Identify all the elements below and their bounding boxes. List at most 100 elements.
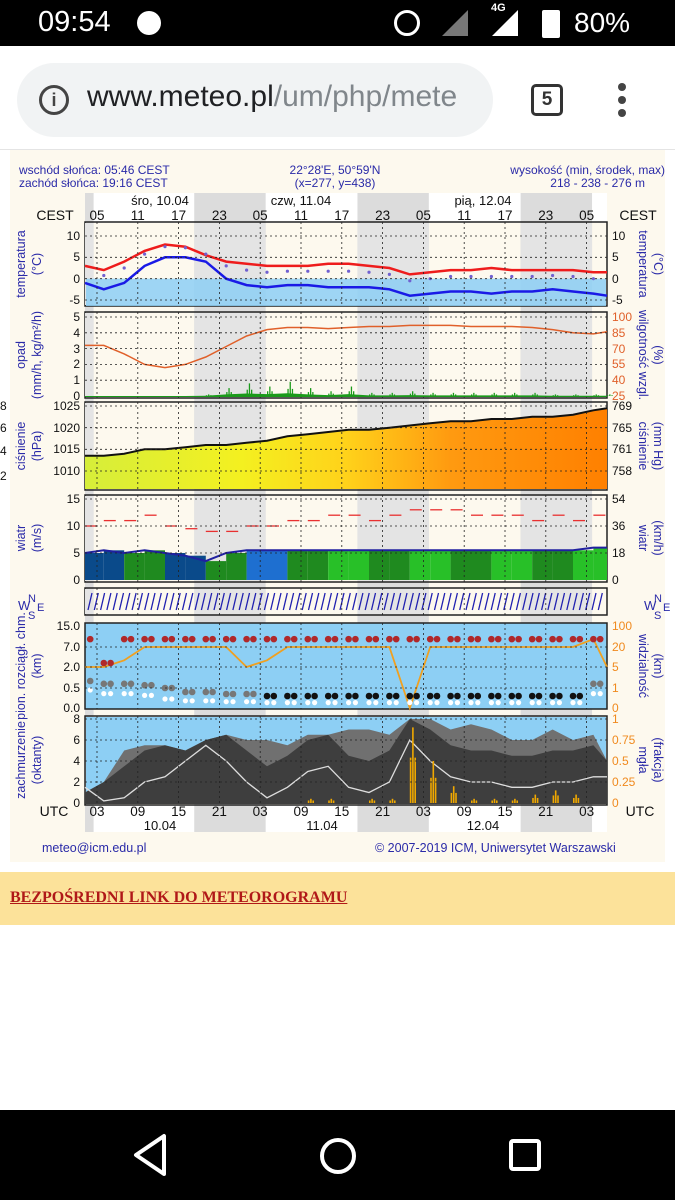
wind-direction-arrow bbox=[377, 592, 383, 611]
hour-label-top: 17 bbox=[171, 208, 186, 223]
hour-label-bottom: 09 bbox=[457, 804, 472, 819]
night-dir bbox=[85, 589, 94, 614]
pressure-line bbox=[85, 407, 608, 457]
wind-direction-arrow bbox=[540, 592, 547, 611]
precip-bar bbox=[495, 394, 498, 396]
cloud-top-dot bbox=[324, 635, 332, 643]
axis-title-wind-r: wiatr bbox=[636, 524, 650, 552]
cloud-top-dot bbox=[86, 635, 94, 643]
temperature-line bbox=[84, 243, 607, 276]
cloud-top-dot bbox=[148, 635, 155, 643]
precip-bar bbox=[289, 381, 291, 396]
cloud-base-dot bbox=[590, 680, 597, 688]
fog-bar bbox=[412, 727, 414, 803]
menu-icon[interactable] bbox=[612, 82, 632, 118]
cloud-top-dot bbox=[556, 635, 563, 643]
cloud-top-dot bbox=[467, 635, 475, 643]
cloud-base-dot bbox=[447, 692, 454, 700]
cloud-lowest-dot bbox=[148, 692, 154, 699]
wind-direction-arrow bbox=[414, 592, 421, 611]
tick-left-precip: 4 bbox=[73, 326, 80, 340]
cloud-top-dot bbox=[290, 635, 298, 643]
elevation: 218 - 238 - 276 m bbox=[550, 176, 645, 190]
temp-dot bbox=[245, 268, 249, 272]
compass-s: S bbox=[28, 610, 35, 622]
address-bar[interactable]: i www.meteo.pl/um/php/mete bbox=[17, 63, 493, 137]
wind-direction-arrow bbox=[288, 592, 295, 611]
cloud-top-dot bbox=[596, 635, 604, 643]
precip-bar bbox=[432, 392, 434, 396]
hour-label-bottom: 15 bbox=[334, 804, 349, 819]
footer-email[interactable]: meteo@icm.edu.pl bbox=[42, 841, 147, 855]
cloud-top-dot bbox=[447, 635, 454, 643]
fog-bar bbox=[371, 798, 373, 803]
info-icon[interactable]: i bbox=[39, 85, 69, 115]
temp-dot bbox=[387, 272, 391, 276]
precip-bar bbox=[267, 391, 269, 396]
fog-bar bbox=[328, 800, 330, 803]
cloud-base-dot bbox=[263, 692, 271, 700]
wind-direction-arrow bbox=[175, 592, 181, 611]
url-text[interactable]: www.meteo.pl/um/php/mete bbox=[87, 80, 487, 114]
night-pressure bbox=[85, 403, 94, 489]
tick-left-wind: 0 bbox=[73, 573, 80, 587]
temp-dot bbox=[143, 252, 147, 256]
tick-left-precip: 3 bbox=[73, 342, 80, 356]
tick-left-temp: 10 bbox=[67, 229, 81, 243]
tick-right-precip: 100 bbox=[612, 310, 632, 324]
precip-bar bbox=[353, 391, 355, 396]
tick-right-precip: 85 bbox=[612, 326, 626, 340]
cloud-top-dot bbox=[535, 635, 543, 643]
wind-direction-arrow bbox=[578, 592, 585, 611]
timezone-bottom-right: UTC bbox=[626, 803, 655, 819]
home-button[interactable] bbox=[318, 1136, 358, 1176]
cloud-base-dot bbox=[454, 692, 461, 700]
cloud-lowest-dot bbox=[108, 691, 114, 697]
wind-direction-arrow bbox=[547, 592, 553, 611]
cloud-lowest-dot bbox=[577, 700, 583, 706]
cloud-lowest-dot bbox=[230, 699, 236, 705]
cloud-lowest-dot bbox=[121, 691, 127, 697]
precip-bar bbox=[609, 394, 611, 396]
temp-dot bbox=[408, 279, 412, 283]
fog-bar bbox=[473, 798, 475, 803]
wind-direction-arrow bbox=[131, 592, 137, 611]
tick-cut: 6 bbox=[0, 421, 7, 435]
fog-bar bbox=[496, 800, 498, 803]
cloud-top-dot bbox=[168, 635, 176, 643]
precip-bar bbox=[312, 392, 314, 396]
fog-bar bbox=[532, 797, 534, 803]
tick-cut: 4 bbox=[0, 444, 7, 458]
cloud-lowest-dot bbox=[516, 700, 522, 706]
wind-fill-segment bbox=[85, 553, 104, 580]
cloud-top-dot bbox=[413, 635, 420, 643]
tab-switcher-button[interactable]: 5 bbox=[531, 84, 563, 116]
wind-direction-arrow bbox=[307, 592, 314, 611]
compass-n: N bbox=[28, 593, 36, 605]
fog-bar bbox=[493, 798, 496, 803]
precip-bar bbox=[291, 388, 294, 396]
cloud-lowest-dot bbox=[352, 700, 358, 706]
fog-bar bbox=[534, 794, 537, 803]
wind-direction-arrow bbox=[452, 592, 459, 611]
hour-label-top: 23 bbox=[538, 208, 553, 223]
tick-cut: 8 bbox=[0, 399, 7, 413]
fog-bar bbox=[575, 794, 577, 803]
cloud-lowest-dot bbox=[189, 698, 195, 704]
cloud-top-dot bbox=[474, 635, 482, 643]
precip-bar bbox=[532, 394, 534, 396]
direct-link[interactable]: BEZPOŚREDNI LINK DO METEOROGRAMU bbox=[10, 889, 348, 906]
hour-label-top: 17 bbox=[497, 208, 512, 223]
day-label-top: śro, 10.04 bbox=[131, 193, 189, 208]
recents-button[interactable] bbox=[508, 1138, 544, 1174]
compass-e: E bbox=[663, 602, 670, 614]
wind-direction-arrow bbox=[465, 592, 471, 611]
fog-bar bbox=[511, 800, 514, 803]
fog-bar bbox=[577, 797, 580, 803]
back-button[interactable] bbox=[130, 1132, 170, 1178]
tick-right-cloudbase: 0 bbox=[612, 701, 619, 715]
precip-bar bbox=[595, 394, 597, 396]
temp-dot bbox=[367, 270, 371, 274]
compass-w: W bbox=[18, 598, 31, 613]
tick-left-cloudbase: 15.0 bbox=[57, 619, 81, 633]
